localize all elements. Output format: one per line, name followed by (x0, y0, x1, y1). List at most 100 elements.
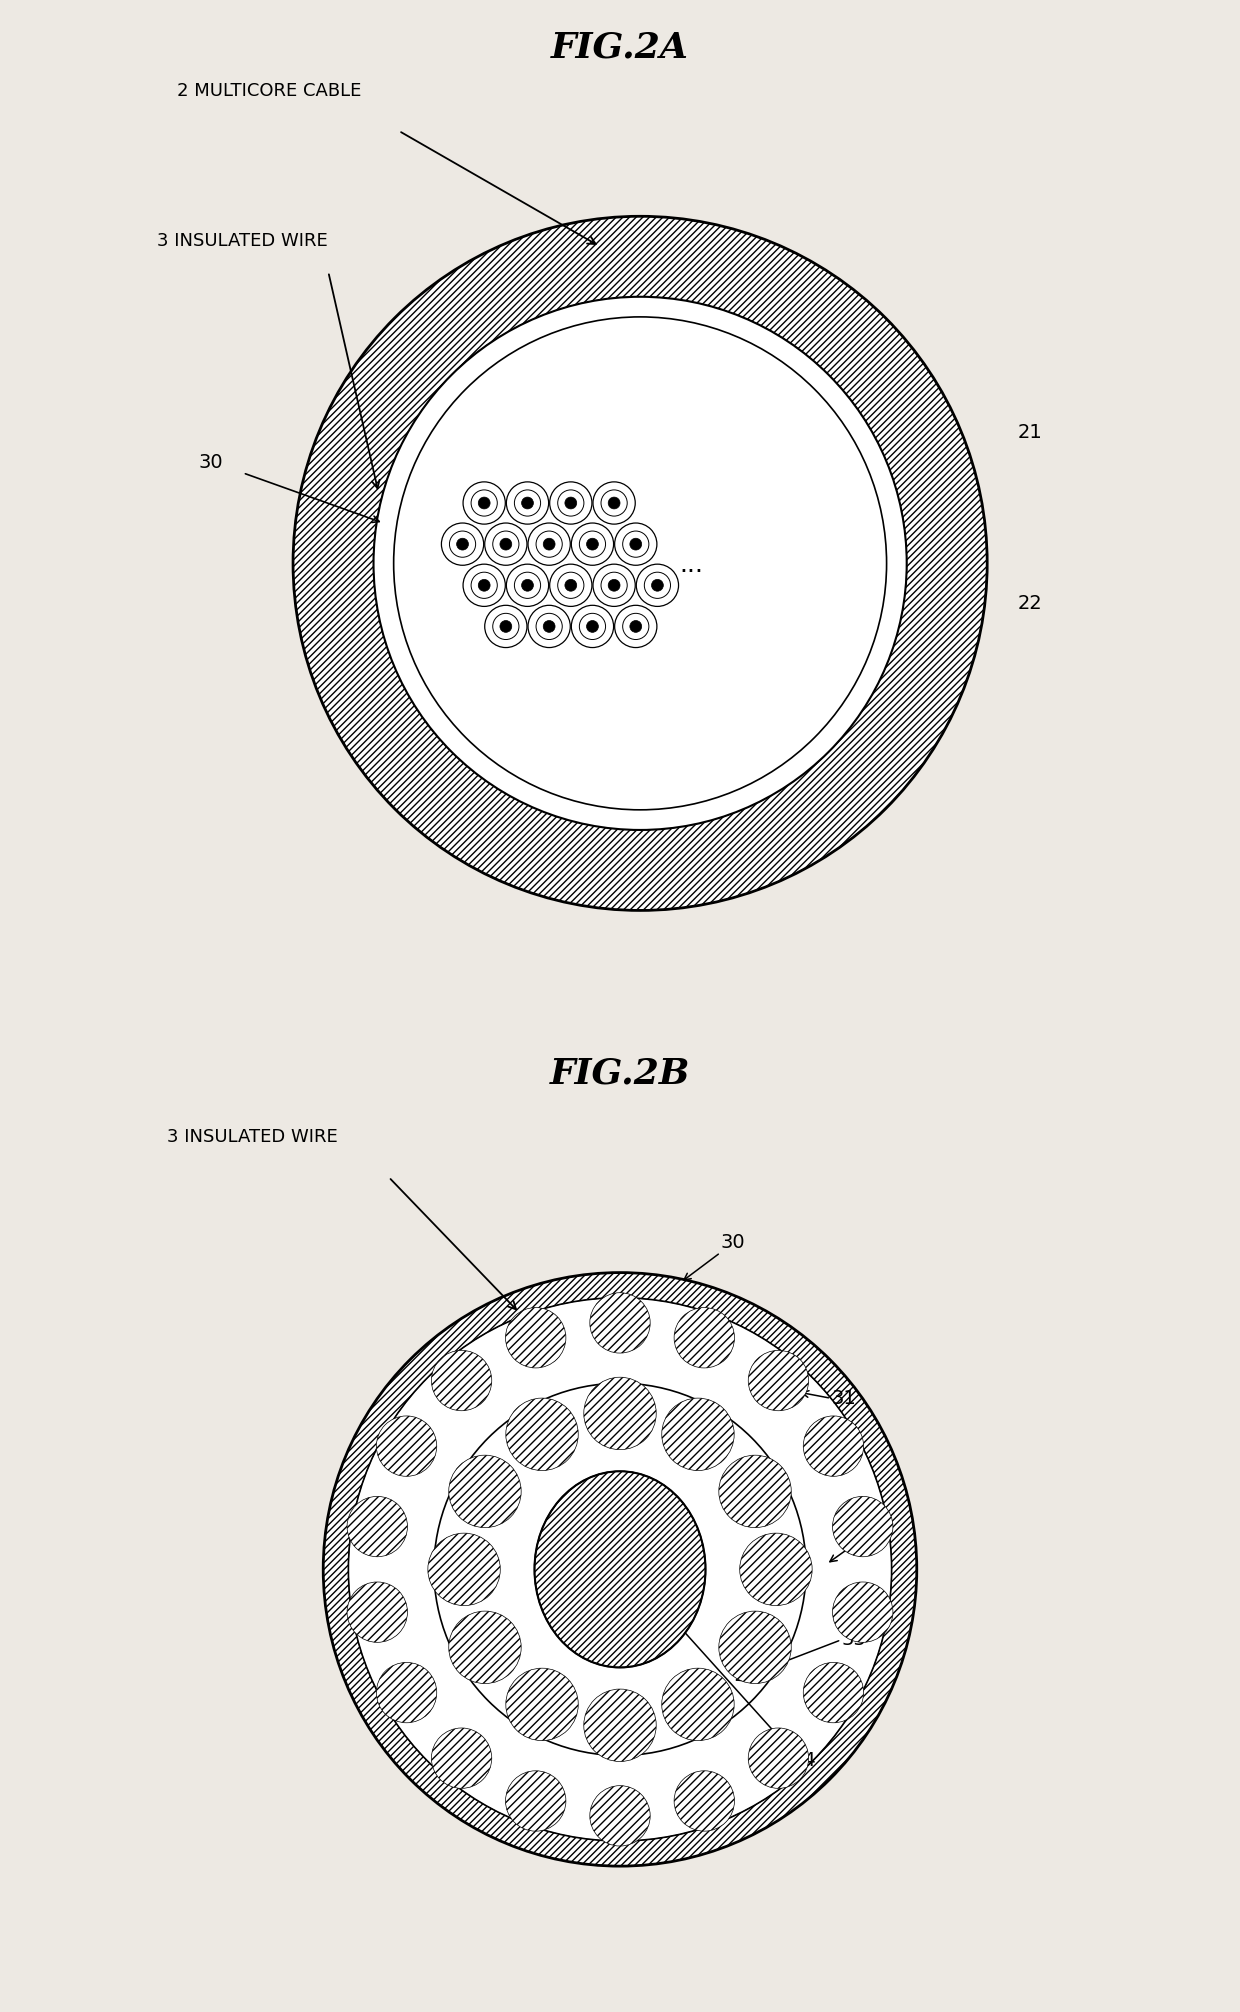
Circle shape (608, 497, 620, 509)
Circle shape (622, 614, 649, 640)
Circle shape (506, 1398, 578, 1471)
Circle shape (441, 523, 484, 565)
Circle shape (549, 563, 591, 606)
Circle shape (399, 1348, 841, 1791)
Circle shape (601, 489, 627, 517)
Circle shape (432, 1728, 492, 1789)
Circle shape (506, 1668, 578, 1740)
Circle shape (506, 1771, 565, 1831)
Circle shape (485, 523, 527, 565)
Circle shape (536, 531, 562, 557)
Circle shape (579, 614, 605, 640)
Circle shape (590, 1787, 650, 1847)
Circle shape (740, 1533, 812, 1606)
Circle shape (463, 481, 506, 525)
Text: 3 INSULATED WIRE: 3 INSULATED WIRE (167, 1129, 339, 1145)
Circle shape (579, 531, 605, 557)
Text: 2 MULTICORE CABLE: 2 MULTICORE CABLE (177, 82, 362, 99)
Circle shape (515, 489, 541, 517)
Circle shape (377, 1416, 436, 1477)
Circle shape (630, 620, 641, 632)
Circle shape (536, 614, 562, 640)
Circle shape (463, 563, 506, 606)
Circle shape (601, 571, 627, 598)
Text: 22: 22 (1017, 594, 1042, 614)
Circle shape (615, 523, 657, 565)
Circle shape (428, 1533, 500, 1606)
Circle shape (515, 571, 541, 598)
Circle shape (528, 523, 570, 565)
Wedge shape (399, 1348, 841, 1791)
Circle shape (572, 606, 614, 648)
Ellipse shape (534, 1471, 706, 1668)
Circle shape (651, 579, 663, 592)
Circle shape (522, 579, 533, 592)
Circle shape (432, 1350, 492, 1410)
Circle shape (456, 539, 469, 549)
Circle shape (543, 539, 556, 549)
Circle shape (662, 1668, 734, 1740)
Circle shape (549, 481, 591, 525)
Circle shape (636, 563, 678, 606)
Circle shape (832, 1497, 893, 1557)
Circle shape (584, 1690, 656, 1763)
Circle shape (675, 1771, 734, 1831)
Circle shape (615, 606, 657, 648)
Circle shape (347, 1497, 408, 1557)
Circle shape (719, 1612, 791, 1684)
Circle shape (471, 489, 497, 517)
Text: 3 INSULATED WIRE: 3 INSULATED WIRE (157, 233, 329, 249)
Text: FIG.2B: FIG.2B (549, 1056, 691, 1091)
Text: 30: 30 (720, 1233, 745, 1251)
Circle shape (506, 563, 548, 606)
Circle shape (393, 318, 887, 811)
Circle shape (506, 481, 548, 525)
Circle shape (590, 1294, 650, 1352)
Circle shape (558, 571, 584, 598)
Circle shape (485, 606, 527, 648)
Circle shape (593, 481, 635, 525)
Circle shape (719, 1455, 791, 1527)
Circle shape (748, 1350, 808, 1410)
Circle shape (587, 539, 599, 549)
Text: 21: 21 (1017, 423, 1042, 443)
Circle shape (479, 497, 490, 509)
Circle shape (528, 606, 570, 648)
Circle shape (492, 531, 520, 557)
Circle shape (449, 531, 476, 557)
Circle shape (500, 539, 512, 549)
Circle shape (522, 497, 533, 509)
Circle shape (558, 489, 584, 517)
Circle shape (804, 1662, 863, 1722)
Circle shape (565, 579, 577, 592)
Wedge shape (373, 298, 906, 831)
Text: 33: 33 (841, 1630, 866, 1650)
Circle shape (471, 571, 497, 598)
Circle shape (543, 620, 556, 632)
Circle shape (675, 1308, 734, 1368)
Circle shape (630, 539, 641, 549)
Text: 34: 34 (791, 1750, 816, 1771)
Text: 31: 31 (831, 1388, 856, 1408)
Circle shape (347, 1581, 408, 1642)
Wedge shape (434, 1384, 806, 1754)
Circle shape (324, 1274, 916, 1867)
Circle shape (449, 1612, 521, 1684)
Circle shape (377, 1662, 436, 1722)
Circle shape (479, 579, 490, 592)
Text: 32: 32 (862, 1519, 887, 1539)
Circle shape (500, 620, 512, 632)
Circle shape (587, 620, 599, 632)
Wedge shape (293, 217, 987, 911)
Text: 30: 30 (198, 453, 223, 473)
Wedge shape (324, 1274, 916, 1867)
Text: FIG.2A: FIG.2A (551, 30, 689, 64)
Text: ...: ... (680, 553, 703, 577)
Circle shape (492, 614, 520, 640)
Circle shape (593, 563, 635, 606)
Circle shape (645, 571, 671, 598)
Circle shape (572, 523, 614, 565)
Circle shape (449, 1455, 521, 1527)
Circle shape (662, 1398, 734, 1471)
Circle shape (832, 1581, 893, 1642)
